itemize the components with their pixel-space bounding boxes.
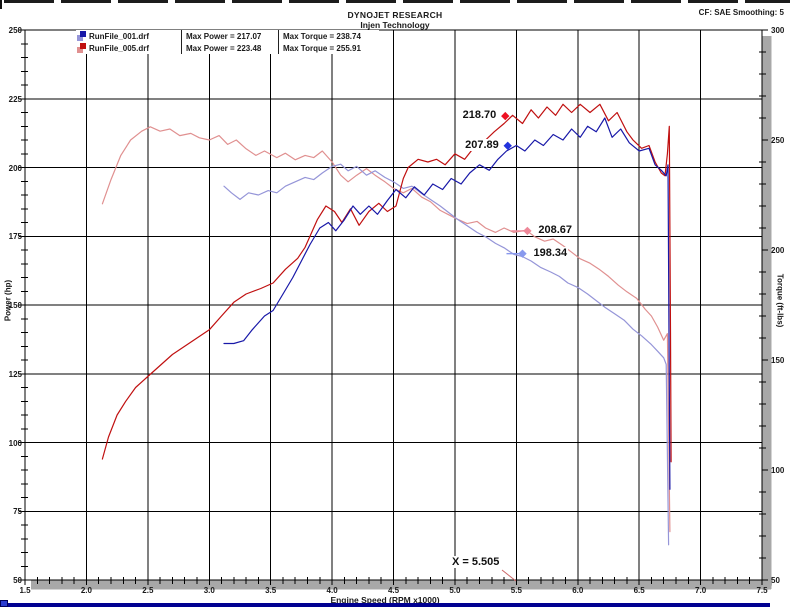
power-tick-label: 75 — [13, 507, 22, 517]
legend-max-power: Max Power = 223.48 — [181, 42, 278, 54]
x-tick-label: 6.0 — [572, 586, 584, 595]
x-tick-label: 5.0 — [449, 586, 461, 595]
cursor-marker-diamond — [518, 249, 527, 258]
top-left-notch — [0, 0, 2, 9]
power-tick-label: 50 — [13, 576, 22, 585]
x-tick-label: 7.5 — [756, 586, 768, 595]
x-tick-label: 4.5 — [387, 586, 400, 595]
cursor-readout-label: X = 5.505 — [452, 556, 500, 568]
torque-tick-label: 100 — [771, 466, 785, 475]
curve-runfile_001-power — [223, 117, 671, 490]
series-color-chip-blue — [77, 31, 86, 41]
power-tick-label: 150 — [8, 301, 22, 310]
torque-tick-label: 50 — [771, 576, 780, 585]
legend-row-runfile-005[interactable]: RunFile_005.drf Max Power = 223.48 Max T… — [76, 42, 379, 54]
legend-file-name: RunFile_001.drf — [89, 31, 150, 41]
x-tick-label: 2.5 — [142, 586, 154, 595]
correction-smoothing-label: CF: SAE Smoothing: 5 — [698, 8, 784, 17]
x-tick-label: 4.0 — [326, 586, 338, 595]
legend-table: RunFile_001.drf Max Power = 217.07 Max T… — [76, 30, 379, 54]
x-tick-label: 6.5 — [633, 586, 645, 595]
power-tick-label: 125 — [8, 369, 22, 379]
cursor-marker-diamond — [503, 141, 512, 151]
curve-runfile_001-torque — [223, 163, 670, 546]
legend-row-runfile-001[interactable]: RunFile_001.drf Max Power = 217.07 Max T… — [76, 30, 379, 42]
curve-runfile_005-torque — [101, 126, 671, 533]
series-color-chip-red — [77, 43, 86, 53]
torque-tick-label: 150 — [771, 356, 785, 365]
bottom-table-edge — [0, 603, 770, 607]
power-tick-label: 250 — [8, 26, 22, 35]
bottom-left-chip — [0, 600, 8, 607]
cursor-value-label: 218.70 — [461, 109, 498, 122]
power-tick-label: 225 — [8, 94, 22, 104]
plot-shadow-bottom — [31, 580, 771, 590]
legend-file-name: RunFile_005.drf — [89, 43, 150, 53]
power-tick-label: 175 — [8, 232, 22, 242]
chart-subtitle: Injen Technology — [360, 20, 430, 30]
legend-max-torque: Max Torque = 255.91 — [278, 42, 379, 54]
top-edge-strip — [4, 0, 790, 3]
x-tick-label: 3.5 — [265, 586, 277, 595]
curve-runfile_005-power — [101, 103, 672, 463]
cursor-pointer-line — [501, 569, 517, 582]
chart-title: DYNOJET RESEARCH — [347, 10, 443, 20]
rpm-axis-title: Engine Speed (RPM x1000) — [330, 595, 440, 605]
x-tick-label: 1.5 — [19, 586, 31, 595]
cursor-value-label: 198.34 — [532, 246, 569, 259]
x-tick-label: 5.5 — [510, 586, 522, 595]
torque-tick-label: 300 — [771, 26, 785, 35]
cursor-marker-diamond — [523, 226, 532, 236]
cursor-marker-diamond — [501, 111, 510, 121]
x-tick-label: 2.0 — [80, 586, 92, 595]
cursor-value-label: 207.89 — [464, 138, 500, 151]
plot-shadow-corner — [760, 578, 772, 590]
power-tick-label: 200 — [8, 163, 22, 173]
legend-max-power: Max Power = 217.07 — [181, 30, 278, 42]
torque-axis-title: Torque (ft-lbs) — [775, 273, 785, 328]
power-tick-label: 100 — [8, 438, 22, 448]
legend-max-torque: Max Torque = 238.74 — [278, 30, 379, 42]
torque-tick-label: 200 — [771, 246, 785, 255]
x-tick-label: 3.0 — [203, 586, 215, 595]
plot-shadow-right — [762, 36, 772, 589]
cursor-value-label: 208.67 — [537, 223, 574, 236]
torque-tick-label: 250 — [771, 136, 785, 145]
x-tick-label: 7.0 — [695, 586, 707, 595]
